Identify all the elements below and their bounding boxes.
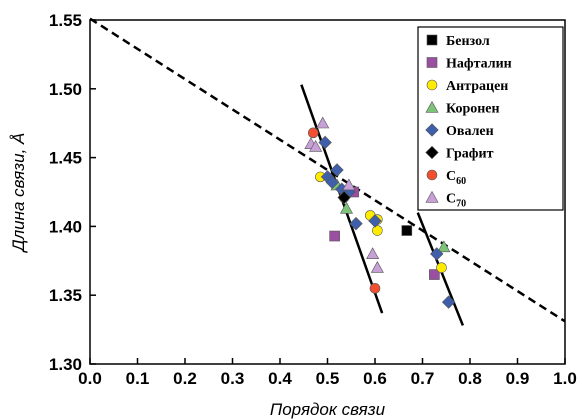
legend-label-text: Овален [446, 124, 494, 139]
data-point-series-7 [316, 116, 330, 129]
dashed-trend-line [89, 17, 566, 323]
x-axis-title: Порядок связи [270, 400, 386, 419]
tick-labels: 0.0 0.1 0.2 0.3 0.4 0.5 0.6 0.7 0.8 0.9 1.0 1.30 1.3… [49, 11, 577, 388]
y-tick-label: 1.50 [49, 80, 82, 99]
x-tick-label: 0.2 [173, 369, 197, 388]
y-tick-label: 1.55 [49, 11, 82, 30]
legend-label-5: Графит [446, 147, 494, 162]
x-tick-label: 0.9 [506, 369, 530, 388]
x-tick-label: 0.8 [458, 369, 482, 388]
data-point-series-4 [368, 214, 382, 228]
data-point-series-7 [309, 139, 323, 152]
legend: Бензол Нафталин Антрацен Коронен Овален Графи… [417, 26, 564, 211]
legend-label-subscript: 70 [456, 199, 466, 210]
data-point-series-7 [366, 247, 380, 260]
x-tick-label: 1.0 [553, 369, 577, 388]
x-tick-label: 0.3 [221, 369, 245, 388]
x-tick-label: 0.5 [316, 369, 340, 388]
legend-marker-6 [426, 169, 438, 181]
data-point-series-4 [325, 175, 339, 190]
x-tick-label: 0.1 [126, 369, 150, 388]
data-points [304, 116, 456, 309]
y-tick-label: 1.40 [49, 217, 82, 236]
data-point-series-4 [318, 135, 332, 150]
data-point-series-1 [329, 230, 340, 242]
data-point-series-4 [330, 163, 344, 177]
x-tick-label: 0.6 [363, 369, 387, 388]
data-point-series-3 [339, 201, 354, 214]
legend-marker-1 [426, 57, 438, 68]
data-point-series-4 [441, 295, 456, 309]
data-point-series-5 [337, 190, 351, 205]
legend-label-1: Нафталин [446, 57, 512, 72]
data-point-series-2 [436, 262, 447, 273]
x-tick-label: 0.4 [268, 369, 292, 388]
data-point-series-6 [369, 283, 381, 294]
legend-label-text: Графит [446, 147, 494, 162]
legend-label-text: Бензол [446, 34, 490, 49]
y-tick-label: 1.45 [49, 149, 82, 168]
legend-label-text: C [446, 192, 456, 207]
legend-label-0: Бензол [446, 34, 490, 49]
legend-marker-2 [426, 79, 438, 91]
legend-marker-7 [425, 190, 439, 203]
data-point-series-3 [437, 240, 451, 253]
legend-label-subscript: 60 [456, 176, 466, 187]
legend-label-7: C70 [446, 192, 466, 210]
y-tick-label: 1.35 [49, 286, 82, 305]
legend-marker-3 [425, 100, 439, 113]
legend-marker-5 [425, 145, 439, 160]
data-point-series-6 [307, 127, 319, 139]
y-tick-label: 1.30 [49, 355, 82, 374]
legend-label-3: Коронен [446, 102, 500, 117]
data-point-series-4 [349, 216, 363, 231]
x-tick-label: 0.7 [411, 369, 435, 388]
x-tick-label: 0.0 [78, 369, 102, 388]
legend-label-text: Коронен [446, 102, 500, 117]
legend-label-text: Антрацен [446, 79, 508, 94]
legend-label-6: C60 [446, 169, 466, 187]
data-point-series-4 [430, 247, 444, 261]
data-point-series-0 [401, 225, 413, 236]
legend-label-text: Нафталин [446, 57, 512, 72]
data-point-series-1 [429, 269, 440, 280]
legend-label-2: Антрацен [446, 79, 508, 94]
legend-label-text: C [446, 169, 456, 184]
legend-marker-0 [426, 34, 438, 46]
legend-marker-4 [425, 123, 439, 137]
data-point-series-7 [370, 261, 384, 273]
data-point-series-2 [372, 225, 383, 236]
axes [89, 19, 566, 365]
data-point-series-7 [342, 178, 356, 191]
y-axis-title: Длина связи, Å [9, 133, 28, 254]
legend-box [417, 26, 564, 211]
legend-label-4: Овален [446, 124, 494, 139]
